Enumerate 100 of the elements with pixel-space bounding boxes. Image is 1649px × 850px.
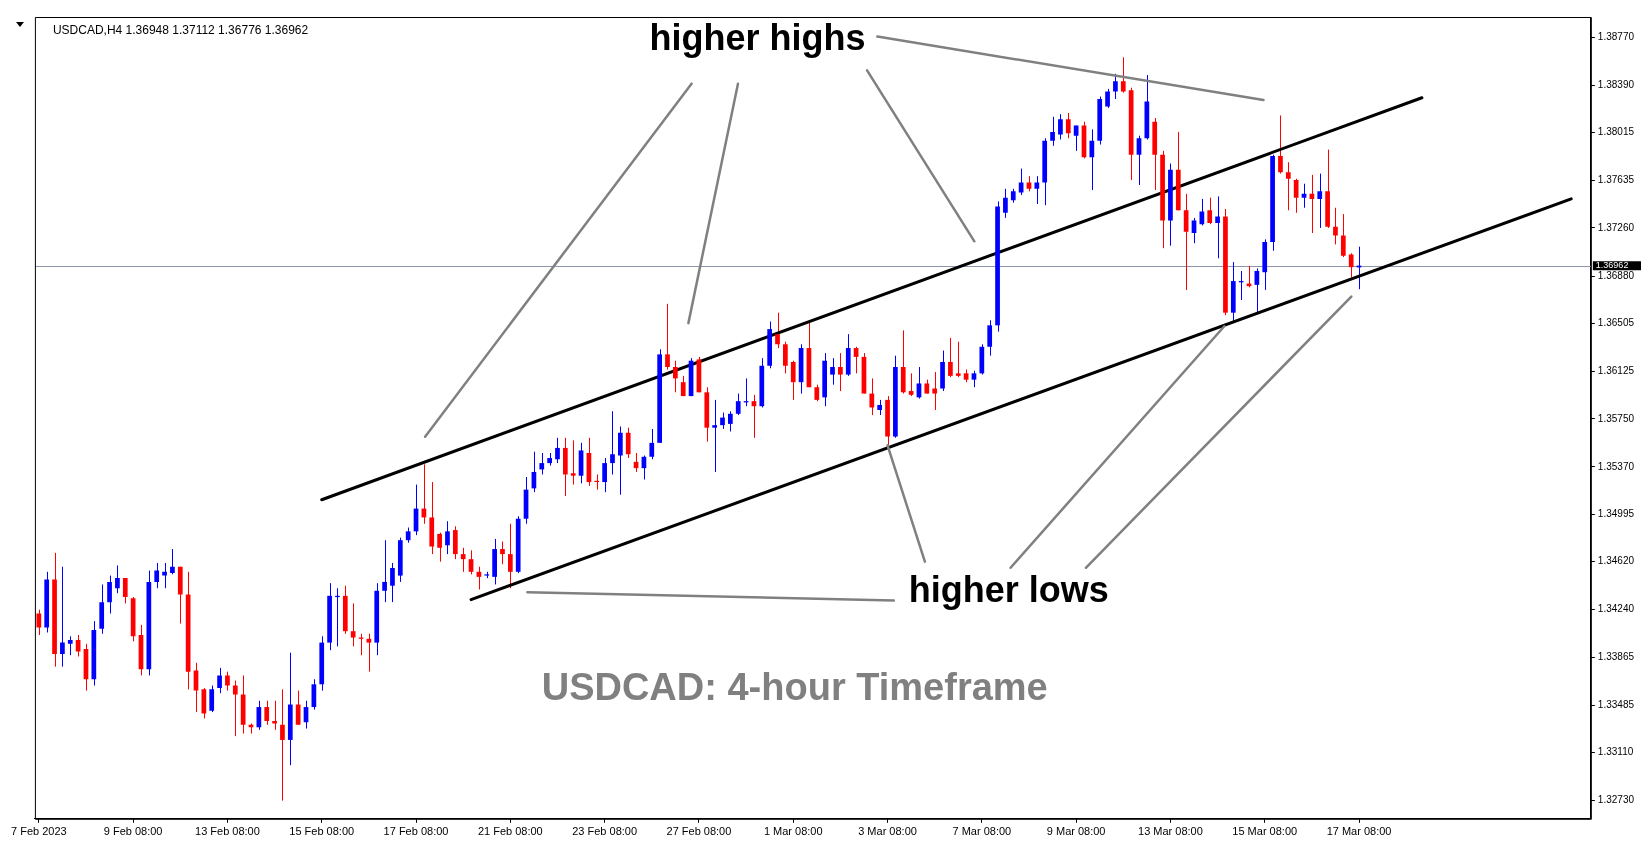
x-tick-label: 9 Feb 08:00 — [103, 825, 163, 838]
y-tick-label: 1.35750 — [1597, 412, 1635, 424]
candlestick — [869, 377, 875, 416]
candlestick — [665, 303, 670, 371]
x-tick-label: 13 Mar 08:00 — [1138, 825, 1203, 838]
candlestick — [1065, 112, 1071, 139]
candlestick — [1034, 175, 1040, 205]
x-tick-label: 17 Feb 08:00 — [383, 825, 449, 838]
y-tick-label: 1.32730 — [1597, 794, 1635, 806]
candlestick — [1215, 195, 1220, 259]
candlestick — [1183, 193, 1189, 291]
candlestick — [570, 439, 576, 486]
y-tick-label: 1.35370 — [1597, 460, 1635, 472]
candlestick — [932, 371, 938, 411]
candlestick — [122, 577, 128, 604]
candlestick — [67, 635, 73, 656]
candlestick — [649, 428, 655, 460]
x-tick-label: 21 Feb 08:00 — [477, 825, 543, 838]
x-tick-label: 7 Feb 2023 — [11, 825, 67, 838]
y-tick-label: 1.33110 — [1597, 746, 1634, 758]
candlestick — [1089, 128, 1095, 191]
candlestick — [390, 562, 395, 603]
candlestick — [437, 532, 442, 563]
candlestick — [445, 520, 450, 555]
y-tick-label: 1.34620 — [1597, 555, 1635, 567]
x-tick-label: 1 Mar 08:00 — [763, 825, 823, 838]
candlestick — [1105, 88, 1110, 109]
candlestick — [500, 540, 505, 565]
candlestick — [154, 562, 160, 589]
candlestick — [1120, 56, 1126, 94]
candlestick — [1278, 114, 1283, 175]
candlestick — [617, 425, 623, 496]
y-tick-label: 1.38015 — [1597, 126, 1635, 138]
candlestick — [1317, 173, 1323, 229]
candlestick — [955, 341, 961, 378]
candlestick — [1285, 161, 1291, 211]
candlestick — [712, 399, 718, 473]
candlestick — [1058, 113, 1063, 140]
y-tick-label: 1.33485 — [1597, 698, 1635, 710]
y-tick-label: 1.34240 — [1597, 603, 1635, 615]
candlestick — [673, 360, 678, 393]
candlestick — [1333, 207, 1338, 245]
candlestick — [209, 685, 215, 713]
y-tick-label: 1.37635 — [1597, 174, 1635, 186]
candlestick — [602, 457, 607, 493]
text: USDCAD,H4 1.36948 1.37112 1.36776 1.36962 — [52, 23, 309, 38]
candlestick — [1340, 213, 1346, 258]
candlestick — [350, 602, 356, 647]
candlestick — [107, 575, 112, 615]
candlestick — [264, 700, 270, 726]
candlestick — [36, 609, 42, 636]
x-tick-label: 9 Mar 08:00 — [1046, 825, 1106, 838]
candlestick — [783, 341, 788, 374]
candlestick — [295, 690, 301, 726]
y-tick-label: 1.36880 — [1597, 269, 1635, 281]
y-tick-label: 1.38770 — [1597, 30, 1635, 42]
candlestick — [838, 352, 843, 392]
y-tick-label: 1.36125 — [1597, 365, 1635, 377]
candlestick — [1207, 197, 1213, 225]
x-tick-label: 23 Feb 08:00 — [572, 825, 638, 838]
x-tick-label: 3 Mar 08:00 — [858, 825, 917, 838]
candlestick — [460, 547, 466, 573]
candlestick — [625, 427, 631, 459]
candlestick — [735, 393, 741, 416]
candlestick — [1293, 178, 1299, 214]
x-tick-label: 27 Feb 08:00 — [666, 825, 732, 838]
annotation: higher highs — [649, 17, 866, 59]
x-tick-label: 13 Feb 08:00 — [195, 825, 260, 838]
candlestick — [987, 319, 993, 357]
candlestick — [948, 337, 953, 378]
y-tick-label: 1.38390 — [1597, 78, 1635, 90]
candlestick — [539, 452, 545, 475]
candlestick — [1050, 116, 1055, 147]
candlestick — [1348, 252, 1354, 278]
y-tick-label: 1.34995 — [1597, 508, 1635, 520]
candlestick — [610, 410, 615, 475]
candlestick — [115, 564, 120, 594]
candlestick — [382, 539, 387, 603]
annotation: USDCAD: 4-hour Timeframe — [541, 665, 1048, 708]
candlestick — [170, 548, 175, 575]
candlestick — [830, 357, 835, 386]
candlestick — [775, 312, 780, 349]
candlestick — [790, 360, 796, 401]
y-tick-label: 1.37260 — [1597, 221, 1635, 233]
candlestick — [232, 680, 238, 737]
candlestick — [60, 566, 65, 668]
x-tick-label: 15 Feb 08:00 — [289, 825, 355, 838]
candlestick — [1003, 188, 1008, 219]
x-tick-label: 7 Mar 08:00 — [952, 825, 1012, 838]
candlestick — [728, 410, 733, 432]
y-tick-label: 1.36505 — [1597, 317, 1635, 329]
candlestick — [162, 562, 167, 589]
candlestick — [507, 523, 513, 589]
candlestick — [1018, 168, 1024, 196]
annotation: higher lows — [908, 569, 1109, 610]
candlestick — [217, 667, 222, 694]
x-tick-label: 15 Mar 08:00 — [1232, 825, 1298, 838]
candlestick — [555, 437, 560, 464]
candlestick — [225, 671, 230, 692]
x-tick-label: 17 Mar 08:00 — [1326, 825, 1392, 838]
